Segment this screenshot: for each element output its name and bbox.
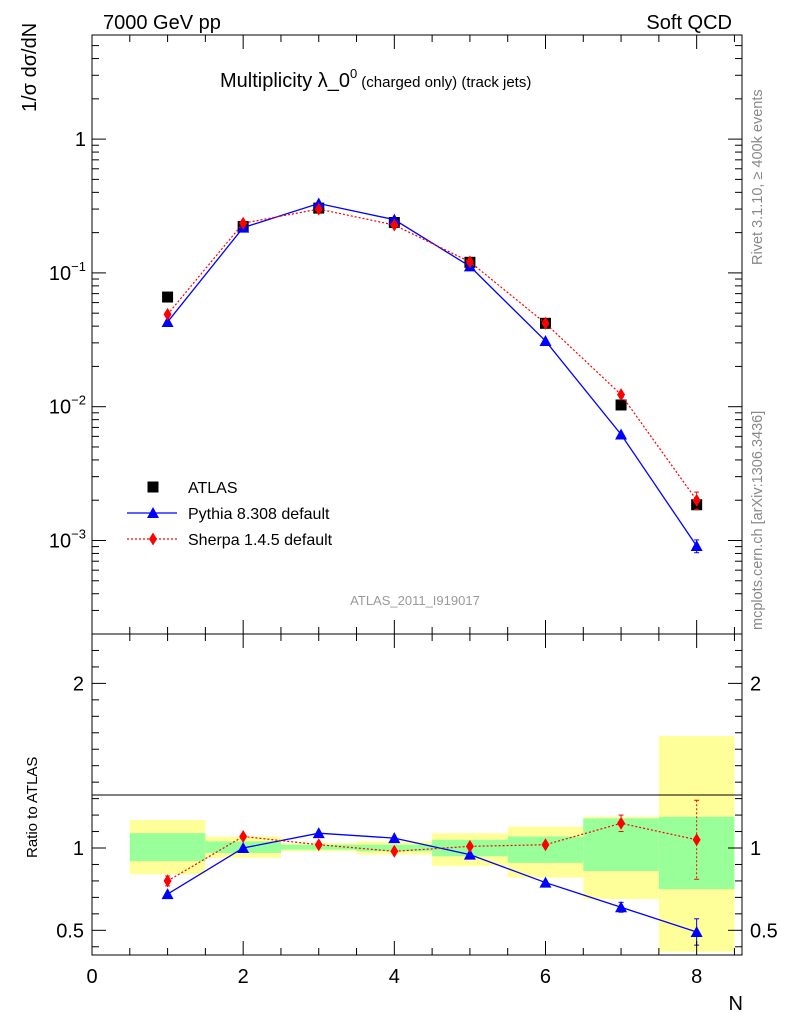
ratio-y-tick-label: 2 [73,673,84,695]
process-label: Soft QCD [646,12,732,34]
x-tick-label: 4 [389,966,400,988]
data-point-ratio-1 [541,838,550,852]
ratio-y-tick-label: 1 [73,838,84,860]
data-point-main-0 [162,291,174,303]
main-y-tick-label: 10−1 [49,259,86,285]
main-y-tick-label: 1 [75,129,86,151]
series-line-ratio-1 [167,822,697,882]
x-tick-label: 6 [540,966,551,988]
ratio-y-tick-label-right: 1 [750,838,761,860]
data-point-main-2 [239,216,248,230]
data-point-main-0 [615,399,627,411]
mcplots-label: mcplots.cern.ch [arXiv:1306.3436] [750,411,766,630]
main-series-group [161,197,703,554]
series-line-main-1 [167,202,698,547]
data-point-main-2 [314,202,323,216]
data-point-ratio-1 [314,838,323,852]
x-tick-label: 2 [238,966,249,988]
ratio-y-tick-label: 0.5 [56,920,84,942]
series-main-1 [161,197,703,554]
legend-marker-2 [149,532,157,546]
plot-title-sup: 0 [350,66,357,81]
main-axes: 1 10−1 10−2 10−3 [49,34,742,635]
data-point-main-2 [541,316,550,330]
data-point-main-1 [615,428,628,440]
x-tick-label: 8 [691,966,702,988]
ratio-series-group [161,799,703,946]
legend-label-0: ATLAS [188,480,238,497]
data-point-main-2 [692,493,701,507]
series-line-main-2 [167,208,698,501]
series-ratio-0 [161,827,703,946]
rivet-label: Rivet 3.1.10, ≥ 400k events [750,89,766,265]
plot-title: Multiplicity λ_00 (charged only) (track j… [220,66,531,92]
legend-marker-1 [147,507,159,518]
series-line-ratio-0 [167,832,697,933]
data-point-ratio-1 [465,839,474,853]
data-point-main-1 [690,539,703,551]
data-point-main-1 [539,334,552,346]
legend: ATLAS Pythia 8.308 default Sherpa 1.4.5 de… [127,480,333,549]
data-point-ratio-0 [312,827,325,839]
data-point-ratio-1 [239,829,248,843]
data-point-main-2 [617,388,626,402]
main-y-axis-label: 1/σ dσ/dN [19,23,41,112]
main-y-tick-label: 10−3 [49,526,86,552]
legend-label-1: Pythia 8.308 default [188,506,330,523]
ratio-y-tick-label-right: 2 [750,673,761,695]
green-band-0 [129,833,206,862]
data-point-ratio-0 [615,901,628,913]
data-point-ratio-0 [388,832,401,844]
data-point-main-1 [161,315,174,327]
data-point-ratio-1 [692,833,701,847]
ratio-uncertainty-bands [129,736,735,952]
data-point-ratio-1 [390,844,399,858]
ratio-y-tick-label-right: 0.5 [750,920,778,942]
x-tick-label: 0 [86,966,97,988]
ratio-axes: 0.5 0.5 1 1 2 2 0 2 4 6 8 [56,634,778,988]
ratio-y-axis-label: Ratio to ATLAS [24,757,41,858]
energy-label: 7000 GeV pp [103,12,221,34]
data-point-ratio-0 [161,888,174,900]
x-axis-label: N [729,993,743,1015]
ratio-plot-frame [91,633,743,956]
data-point-ratio-0 [463,848,476,860]
data-point-ratio-0 [539,876,552,888]
series-ratio-1 [163,799,701,888]
data-point-main-2 [163,307,172,321]
data-point-main-2 [390,218,399,232]
analysis-id: ATLAS_2011_I919017 [350,593,480,608]
data-point-ratio-1 [163,874,172,888]
data-point-ratio-0 [237,842,250,853]
main-y-tick-label: 10−2 [49,393,86,419]
plot-title-sub: (charged only) (track jets) [361,74,531,91]
data-point-main-2 [465,255,474,269]
legend-label-2: Sherpa 1.4.5 default [188,532,333,549]
legend-marker-0 [147,481,159,493]
data-point-ratio-1 [617,816,626,830]
plot-title-main: Multiplicity λ_0 [220,70,350,92]
data-point-ratio-0 [690,925,703,937]
series-main-2 [163,202,701,511]
series-main-0 [162,202,703,511]
